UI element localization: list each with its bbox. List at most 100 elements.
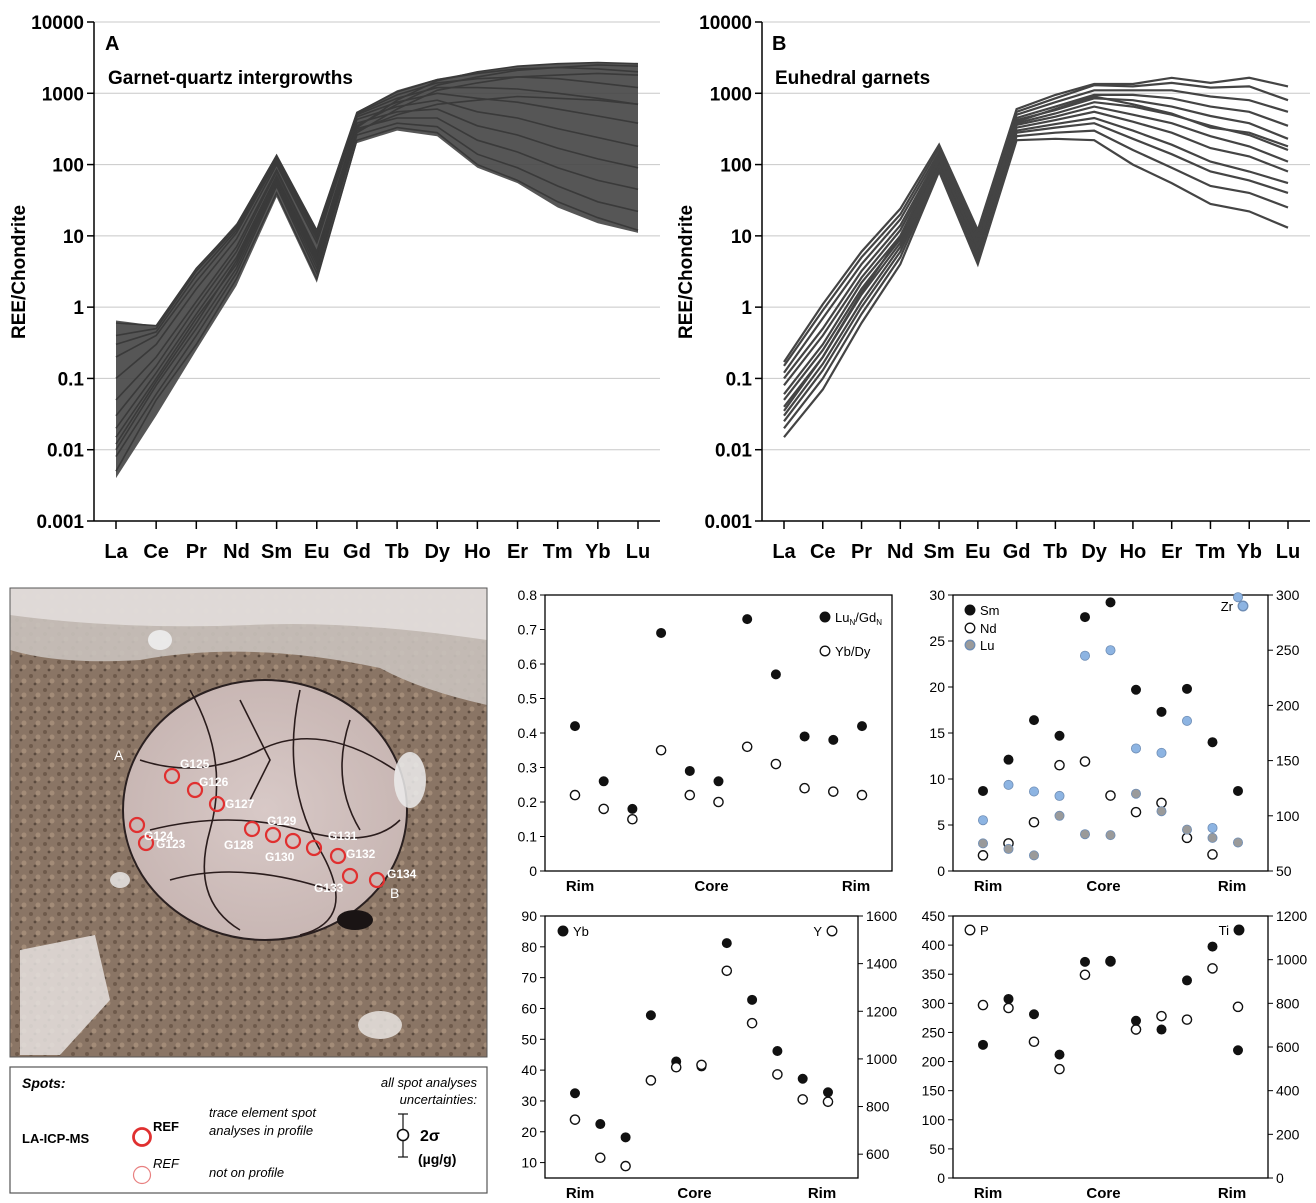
- y-tick-label: 100: [922, 1112, 946, 1128]
- series-line: [783, 97, 1289, 386]
- legend-label: Lu: [980, 638, 994, 653]
- legend-label: P: [980, 923, 989, 938]
- series-line: [783, 137, 1289, 438]
- data-point: [978, 838, 989, 849]
- y-tick-label: 10000: [31, 13, 84, 34]
- spots-legend: Spots: LA-ICP-MS REF REF trace element s…: [9, 1066, 488, 1194]
- y2-tick-label: 800: [866, 1099, 890, 1115]
- y2-tick-label: 1200: [866, 1003, 897, 1019]
- data-point: [1207, 737, 1218, 748]
- spot-marker[interactable]: [186, 781, 204, 799]
- spot-label: G130: [265, 850, 295, 864]
- data-point: [1156, 806, 1167, 817]
- plot-frame: [544, 915, 859, 1179]
- spot-marker[interactable]: [128, 816, 146, 834]
- y-tick-label: 0.01: [715, 441, 752, 462]
- series-envelope: [116, 62, 638, 479]
- y-tick-label: 10: [929, 771, 945, 787]
- legend-marker: [557, 925, 569, 937]
- data-point: [1003, 993, 1014, 1004]
- x-category-label: Rim: [974, 1185, 1002, 1202]
- x-category-label: Rim: [566, 878, 594, 895]
- x-category-label: Rim: [566, 1185, 594, 1202]
- spot-marker[interactable]: [163, 767, 181, 785]
- spot-marker[interactable]: [137, 834, 155, 852]
- y-tick-label: 80: [521, 939, 537, 955]
- data-point: [1029, 715, 1040, 726]
- ree-chart-b: 0.001 0.01 0.1 1 10 100 1000 10000 La Ce Pr Nd Sm Eu G…: [676, 13, 1310, 563]
- p-ti-profile-chart: 0 50 100 150 200 250 300 350 400 450 0 200 400 600 800…: [922, 908, 1308, 1202]
- data-point: [627, 813, 638, 825]
- x-tick-label: Nd: [223, 541, 250, 563]
- x-tick-label: La: [104, 541, 128, 563]
- spot-marker[interactable]: [208, 795, 226, 813]
- spot-marker[interactable]: [341, 867, 359, 885]
- data-point: [1054, 759, 1065, 771]
- data-point: [1182, 683, 1193, 694]
- y2-tick-label: 1000: [866, 1051, 897, 1067]
- x-tick-label: Sm: [924, 541, 955, 563]
- y-tick-label: 5: [937, 817, 945, 833]
- legend-label: Nd: [980, 621, 997, 636]
- data-point: [1105, 790, 1116, 801]
- x-tick-label: Gd: [343, 541, 371, 563]
- spot-marker[interactable]: [284, 832, 302, 850]
- legend-title: Spots:: [22, 1075, 66, 1091]
- bright-top-area: [10, 588, 487, 640]
- y-tick-label: 0.6: [518, 656, 538, 672]
- y-tick-label: 70: [521, 970, 537, 986]
- y-tick-label: 30: [521, 1093, 537, 1109]
- data-point: [713, 796, 724, 808]
- axes-a: 0.001 0.01 0.1 1 10 100 1000 10000 La Ce Pr Nd Sm Eu G…: [31, 13, 660, 563]
- legend-label: Zr: [1221, 599, 1234, 614]
- x-tick-label: Gd: [1003, 541, 1031, 563]
- data-point: [1054, 730, 1065, 741]
- y-tick-label: 90: [521, 908, 537, 924]
- y2-tick-label: 600: [866, 1146, 890, 1162]
- y-tick-label: 50: [521, 1031, 537, 1047]
- y-tick-label: 0.001: [704, 512, 752, 533]
- data-point: [1003, 1002, 1014, 1014]
- data-point: [1054, 810, 1065, 821]
- y-tick-label: 0.5: [518, 691, 538, 707]
- data-point: [670, 1061, 682, 1073]
- data-point: [1028, 816, 1040, 828]
- y2-tick-label: 1000: [1276, 952, 1307, 968]
- data-point: [770, 669, 781, 680]
- data-point: [1131, 743, 1142, 754]
- data-point: [1233, 837, 1244, 848]
- spot-label: G124: [144, 829, 174, 843]
- x-category-label: Core: [677, 1185, 711, 1202]
- y-tick-label: 10: [521, 1155, 537, 1171]
- spot-marker[interactable]: [243, 820, 261, 838]
- data-point: [721, 938, 732, 949]
- data-point: [1003, 779, 1014, 790]
- data-point: [1233, 1045, 1244, 1056]
- spot-label: G126: [199, 775, 229, 789]
- data-point: [721, 965, 733, 977]
- data-point: [1105, 645, 1116, 656]
- data-point: [1182, 824, 1193, 835]
- data-point: [570, 721, 581, 732]
- data-point: [856, 789, 868, 801]
- x-tick-label: Lu: [626, 541, 650, 563]
- spot-label: G129: [267, 814, 297, 828]
- y-tick-label: 0.1: [726, 369, 753, 390]
- y2-tick-label: 300: [1276, 587, 1300, 603]
- y2-tick-label: 100: [1276, 808, 1300, 824]
- data-point: [655, 744, 667, 756]
- spot-marker[interactable]: [329, 847, 347, 865]
- spot-marker[interactable]: [368, 871, 386, 889]
- data-point: [772, 1069, 783, 1080]
- legend-marker: [819, 645, 831, 657]
- y-tick-label: 250: [922, 1024, 946, 1040]
- spot-marker[interactable]: [305, 839, 323, 857]
- y2-tick-label: 50: [1276, 863, 1292, 879]
- legend-label: Yb: [573, 924, 589, 939]
- series-line: [115, 64, 639, 417]
- y-tick-label: 40: [521, 1062, 537, 1078]
- data-point: [799, 782, 810, 794]
- spot-marker[interactable]: [264, 826, 282, 844]
- y-tick-label: 150: [922, 1083, 946, 1099]
